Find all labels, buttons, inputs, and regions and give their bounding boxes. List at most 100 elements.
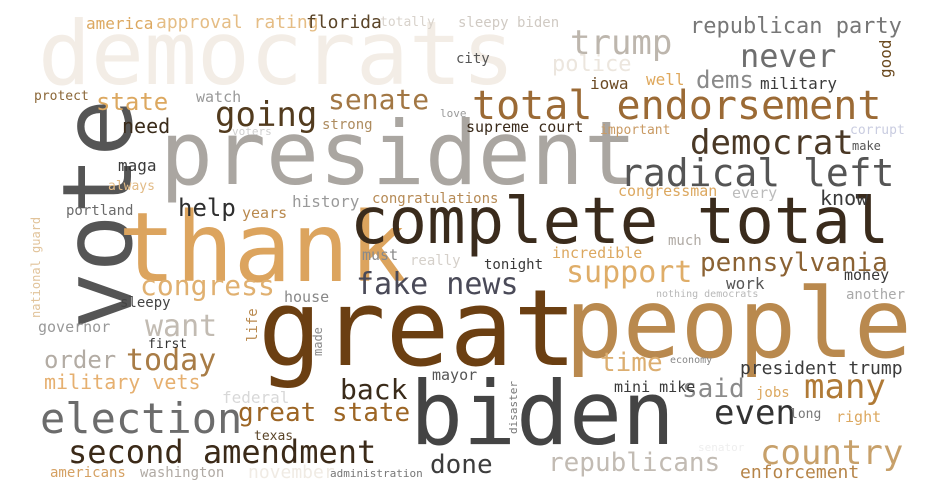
word-support: support	[566, 255, 693, 290]
word-second-amendment: second amendment	[68, 433, 377, 471]
word-governor: governor	[38, 318, 111, 336]
word-total-endorsement: total endorsement	[472, 83, 882, 129]
word-jobs: jobs	[756, 385, 790, 401]
word-even: even	[714, 393, 796, 433]
word-military: military	[760, 74, 838, 93]
word-really: really	[410, 253, 461, 269]
word-senate: senate	[328, 83, 430, 116]
word-work: work	[726, 274, 765, 293]
word-enforcement: enforcement	[740, 462, 860, 483]
word-fake-news: fake news	[356, 267, 519, 302]
word-watch: watch	[196, 88, 242, 106]
word-never: never	[740, 37, 837, 75]
word-congress: congress	[140, 269, 275, 302]
word-right: right	[836, 408, 882, 426]
word-good: good	[876, 39, 895, 78]
word-history: history	[292, 192, 360, 211]
word-country: country	[760, 433, 904, 473]
word-need: need	[122, 114, 171, 138]
word-november: november	[248, 462, 335, 483]
word-love: love	[440, 107, 467, 120]
word-today: today	[126, 343, 217, 378]
word-supreme-court: supreme court	[466, 118, 584, 136]
word-must: must	[362, 246, 399, 264]
word-democrat: democrat	[690, 123, 854, 163]
word-long: long	[790, 407, 822, 422]
word-president-trump: president trump	[740, 358, 903, 379]
word-sleepy: sleepy	[120, 295, 171, 311]
word-republican-party: republican party	[690, 14, 902, 39]
word-back: back	[340, 373, 408, 406]
word-thank: thank	[118, 192, 407, 304]
word-know: know	[820, 186, 869, 210]
word-totally: totally	[380, 15, 435, 30]
word-military-vets: military vets	[44, 370, 201, 394]
word-time: time	[600, 348, 663, 378]
word-help: help	[178, 194, 236, 222]
word-administration: administration	[330, 467, 423, 480]
word-election: election	[40, 394, 243, 443]
word-years: years	[242, 204, 288, 222]
word-much: much	[668, 233, 702, 249]
word-life: life	[245, 308, 261, 342]
word-disaster: disaster	[507, 381, 520, 434]
word-state: state	[96, 88, 169, 116]
word-trump: trump	[570, 23, 673, 63]
word-america: america	[86, 14, 154, 33]
word-important: important	[600, 123, 671, 138]
word-maga: maga	[118, 156, 157, 175]
word-always: always	[108, 179, 155, 194]
word-pennsylvania: pennsylvania	[700, 248, 888, 278]
word-said: said	[682, 374, 745, 404]
word-congratulations: congratulations	[372, 191, 499, 207]
word-republicans: republicans	[548, 448, 721, 478]
word-mini-mike: mini mike	[614, 378, 696, 396]
word-iowa: iowa	[590, 74, 629, 93]
word-house: house	[284, 288, 330, 306]
word-national-guard: national guard	[29, 216, 43, 318]
word-president: president	[160, 102, 637, 205]
word-radical-left: radical left	[620, 151, 895, 195]
word-every: every	[732, 184, 778, 202]
word-nothing-democrats: nothing democrats	[656, 289, 759, 300]
word-economy: economy	[670, 355, 713, 366]
word-make: make	[852, 139, 881, 153]
word-well: well	[646, 70, 685, 89]
word-money: money	[844, 266, 890, 284]
word-texas: texas	[254, 429, 294, 444]
word-another: another	[846, 287, 906, 303]
word-want: want	[145, 309, 218, 344]
word-protect: protect	[34, 89, 89, 104]
word-strong: strong	[322, 117, 373, 133]
word-senator: senator	[698, 441, 745, 454]
word-mayor: mayor	[432, 366, 478, 384]
word-great: great	[258, 267, 578, 390]
word-voters: voters	[232, 125, 272, 138]
word-great-state: great state	[238, 398, 411, 428]
word-approval-rating: approval rating	[156, 12, 319, 33]
word-federal: federal	[222, 388, 290, 407]
word-sleepy-biden: sleepy biden	[458, 15, 560, 31]
word-biden: biden	[410, 362, 675, 465]
word-police: police	[552, 52, 632, 77]
word-made: made	[311, 327, 325, 356]
word-first: first	[148, 337, 188, 352]
word-complete-total: complete total	[350, 185, 890, 259]
word-city: city	[456, 51, 490, 67]
word-order: order	[44, 346, 117, 374]
word-tonight: tonight	[484, 257, 544, 273]
word-portland: portland	[66, 203, 134, 219]
word-congressman: congressman	[618, 182, 718, 200]
word-dems: dems	[696, 66, 754, 94]
word-corrupt: corrupt	[850, 123, 905, 138]
word-democrats: democrats	[38, 2, 515, 105]
word-many: many	[804, 367, 886, 407]
word-incredible: incredible	[552, 244, 643, 262]
word-americans: americans	[50, 465, 126, 481]
word-done: done	[430, 450, 493, 480]
word-people: people	[565, 268, 912, 380]
word-florida: florida	[306, 12, 382, 33]
word-washington: washington	[140, 465, 225, 481]
word-going: going	[215, 95, 318, 135]
